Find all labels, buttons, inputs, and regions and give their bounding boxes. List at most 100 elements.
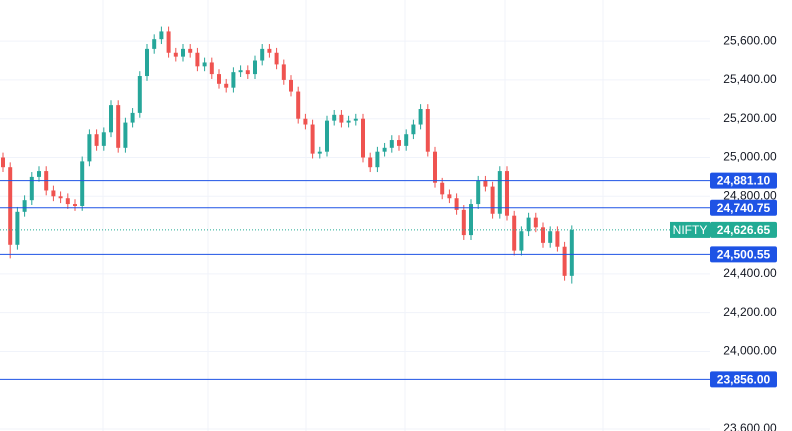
candle-body bbox=[267, 48, 272, 53]
y-tick-label: 24,400.00 bbox=[723, 266, 777, 280]
candle-body bbox=[368, 157, 373, 168]
candle-body bbox=[461, 209, 466, 236]
candle-body bbox=[339, 114, 344, 123]
candle-body bbox=[325, 120, 329, 152]
candle-body bbox=[425, 109, 430, 152]
candle-body bbox=[411, 124, 416, 135]
candle-body bbox=[483, 180, 488, 187]
candle-body bbox=[202, 62, 207, 67]
candle-body bbox=[274, 52, 279, 65]
y-tick-label: 24,000.00 bbox=[723, 344, 777, 358]
candle-body bbox=[382, 147, 387, 152]
candle-body bbox=[73, 204, 77, 206]
y-tick-label: 25,600.00 bbox=[723, 33, 777, 47]
candle-body bbox=[562, 246, 567, 276]
candle-body bbox=[94, 134, 99, 146]
candle-body bbox=[433, 151, 437, 183]
price-line-label-box bbox=[710, 246, 777, 263]
candle-body bbox=[231, 72, 236, 88]
candle-body bbox=[181, 48, 185, 57]
candle-body bbox=[137, 76, 142, 113]
y-tick-label: 25,000.00 bbox=[723, 150, 777, 164]
candle-body bbox=[512, 215, 517, 251]
price-line-label-box bbox=[710, 199, 777, 216]
candle-body bbox=[188, 48, 193, 53]
y-tick-label: 24,800.00 bbox=[723, 188, 777, 202]
candle-body bbox=[353, 118, 358, 121]
candle-body bbox=[505, 171, 509, 216]
candle-body bbox=[209, 62, 214, 75]
candle-body bbox=[1, 157, 5, 168]
candle-body bbox=[332, 114, 337, 121]
candle-body bbox=[37, 171, 41, 177]
candle-body bbox=[195, 52, 200, 67]
candle-body bbox=[310, 124, 315, 154]
candle-body bbox=[397, 140, 401, 146]
symbol-label: NIFTY bbox=[673, 223, 708, 237]
candle-body bbox=[469, 204, 473, 236]
candle-body bbox=[526, 217, 531, 232]
price-line-label-box bbox=[710, 172, 777, 189]
candle-body bbox=[51, 190, 56, 197]
candle-body bbox=[317, 151, 322, 154]
candle-body bbox=[145, 48, 149, 77]
last-price-label: 24,626.65 bbox=[717, 223, 771, 237]
candle-body bbox=[87, 134, 92, 162]
candle-body bbox=[454, 198, 459, 210]
candle-body bbox=[166, 31, 171, 53]
candle-body bbox=[440, 182, 445, 195]
candle-body bbox=[519, 231, 524, 251]
candle-body bbox=[346, 120, 351, 123]
candle-body bbox=[253, 60, 257, 75]
candle-body bbox=[541, 227, 545, 243]
y-tick-label: 23,600.00 bbox=[723, 421, 777, 431]
price-line-label-box bbox=[710, 371, 777, 388]
candle-body bbox=[58, 196, 63, 199]
candle-body bbox=[303, 118, 308, 125]
candle-body bbox=[173, 52, 178, 57]
candle-body bbox=[497, 171, 502, 214]
candle-body bbox=[476, 180, 481, 205]
candle-body bbox=[281, 64, 286, 80]
candle-body bbox=[555, 231, 560, 247]
symbol-label-box bbox=[670, 221, 710, 238]
candle-body bbox=[65, 198, 70, 205]
candle-body bbox=[389, 140, 394, 148]
candle-body bbox=[569, 229, 574, 276]
candle-body bbox=[152, 39, 157, 49]
candle-body bbox=[533, 217, 538, 228]
y-tick-label: 25,400.00 bbox=[723, 72, 777, 86]
price-line-label: 23,856.00 bbox=[717, 373, 771, 387]
y-tick-label: 24,200.00 bbox=[723, 305, 777, 319]
candle-body bbox=[224, 83, 229, 88]
price-line-label: 24,881.10 bbox=[717, 174, 771, 188]
price-line-label: 24,500.55 bbox=[717, 248, 771, 262]
candle-body bbox=[238, 70, 243, 73]
candle-body bbox=[159, 31, 164, 40]
candle-body bbox=[447, 194, 452, 199]
last-price-box bbox=[710, 221, 777, 238]
candle-body bbox=[101, 132, 106, 146]
candle-body bbox=[418, 109, 423, 125]
candle-body bbox=[490, 186, 495, 214]
candle-body bbox=[289, 79, 293, 92]
y-tick-label: 25,200.00 bbox=[723, 111, 777, 125]
candle-body bbox=[15, 211, 20, 245]
candle-body bbox=[109, 105, 113, 133]
candle-body bbox=[8, 167, 13, 245]
candle-body bbox=[361, 118, 365, 158]
candle-body bbox=[404, 134, 409, 146]
price-line-label: 24,740.75 bbox=[717, 201, 771, 215]
candle-body bbox=[80, 161, 85, 206]
candle-body bbox=[260, 48, 265, 61]
candle-body bbox=[29, 176, 34, 201]
candle-body bbox=[548, 231, 553, 243]
candle-body bbox=[217, 74, 221, 84]
candle-body bbox=[296, 91, 301, 119]
candle-body bbox=[130, 112, 135, 123]
candle-body bbox=[123, 122, 128, 148]
candle-body bbox=[375, 151, 380, 168]
candle-body bbox=[245, 70, 250, 75]
